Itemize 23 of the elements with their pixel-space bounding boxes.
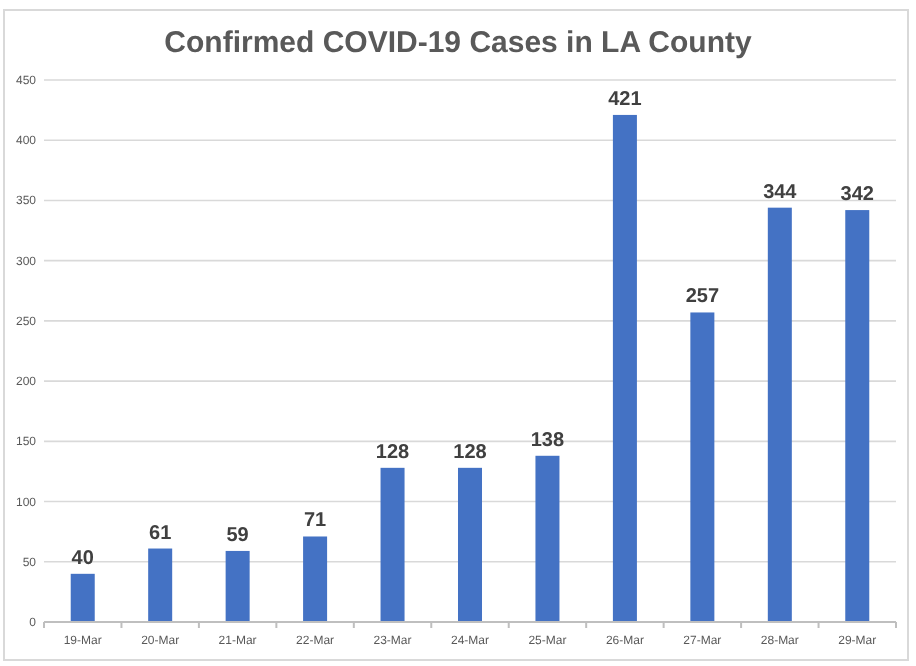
bar bbox=[535, 455, 560, 622]
bar bbox=[690, 312, 715, 622]
data-label: 40 bbox=[71, 547, 95, 570]
data-label: 128 bbox=[453, 441, 488, 464]
data-label: 421 bbox=[608, 88, 643, 111]
data-label: 342 bbox=[840, 184, 875, 207]
data-label: 257 bbox=[685, 286, 720, 309]
bar bbox=[225, 550, 250, 622]
data-label: 138 bbox=[530, 429, 566, 452]
bar bbox=[767, 207, 792, 622]
bar bbox=[148, 548, 173, 622]
data-label: 59 bbox=[226, 524, 250, 547]
data-label: 344 bbox=[763, 181, 798, 204]
data-label: 71 bbox=[303, 510, 328, 533]
bar bbox=[845, 210, 870, 622]
bar bbox=[303, 536, 328, 622]
bar bbox=[457, 467, 483, 622]
data-label: 128 bbox=[375, 441, 411, 464]
chart-title: Confirmed COVID-19 Cases in LA County bbox=[164, 26, 753, 60]
bar bbox=[380, 467, 405, 622]
data-label: 61 bbox=[149, 522, 173, 545]
bar bbox=[70, 573, 95, 622]
bar bbox=[612, 114, 637, 622]
